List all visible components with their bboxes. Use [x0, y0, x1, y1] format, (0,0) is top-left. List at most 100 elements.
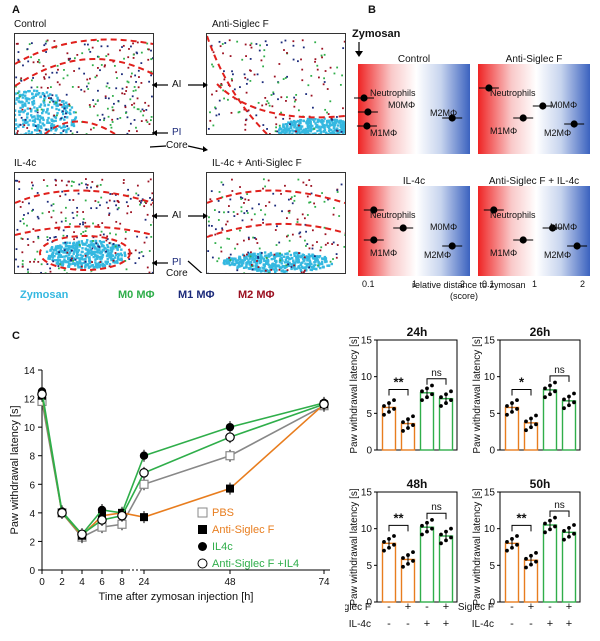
sig-label: **	[516, 510, 527, 525]
bar-dot	[439, 541, 443, 546]
bar	[561, 531, 577, 603]
ns-label: ns	[431, 368, 442, 379]
y-tick-label: 0	[366, 446, 372, 457]
bar-dot	[411, 559, 415, 563]
series-line-1	[41, 395, 325, 537]
cell-dots	[207, 39, 345, 134]
legend-label-3: Anti-Siglec F +IL4	[212, 558, 299, 570]
x-tick-label: 8	[119, 577, 125, 588]
point-m0	[549, 224, 557, 232]
zymosan-cluster	[222, 251, 334, 273]
bar-dot	[529, 553, 533, 558]
y-tick-label: 5	[366, 561, 372, 572]
bar-dot	[406, 417, 410, 422]
marker	[117, 510, 127, 521]
zymosan-cluster	[15, 89, 78, 134]
bar-dot	[392, 398, 396, 403]
bar-dot	[562, 397, 566, 402]
bar-dot	[444, 392, 448, 397]
siglec-sign: +	[566, 601, 572, 613]
label-m2: M2MΦ	[424, 250, 451, 260]
panel-c-letter: C	[12, 330, 20, 342]
point-m2	[448, 114, 456, 122]
il4-sign: +	[424, 618, 430, 630]
zymosan-arrow	[355, 42, 363, 57]
bar-dot	[382, 404, 386, 408]
ns-label: ns	[431, 502, 442, 513]
y-tick-label: 10	[361, 524, 373, 535]
zymosan-cluster	[45, 239, 127, 269]
bar-dot	[548, 518, 552, 523]
x-tick-label: 6	[99, 577, 105, 588]
micrograph-il4c-anti-siglec	[206, 172, 346, 274]
x-tick-label: 4	[79, 577, 85, 588]
label-neutrophils: Neutrophils	[370, 210, 416, 220]
marker	[97, 505, 107, 515]
bar-dot	[425, 520, 429, 525]
label-m0: M0MΦ	[430, 222, 457, 232]
bar-dot	[406, 426, 410, 430]
bar-dot	[567, 403, 571, 408]
il4-sign: -	[387, 618, 391, 630]
bar-dot	[515, 407, 519, 411]
zone-boundary	[15, 58, 153, 87]
bar-dot	[567, 534, 571, 539]
x-tick-label: 24	[138, 577, 150, 588]
bar-dot	[534, 559, 538, 564]
point-m1	[519, 236, 527, 244]
bar-title: 48h	[407, 477, 428, 491]
bar-dot	[401, 556, 405, 560]
b-title: Anti-Siglec F	[506, 54, 563, 65]
x-tick-label: 2	[59, 577, 65, 588]
bar-dot	[430, 392, 434, 397]
panel-b-letter: B	[368, 4, 376, 16]
bar-dot	[510, 545, 514, 550]
bar-dot	[510, 401, 514, 405]
row-label-il4: IL-4c	[472, 619, 494, 630]
legend-label-0: PBS	[212, 507, 234, 519]
ns-label: ns	[554, 365, 565, 376]
bar-dot	[543, 395, 547, 400]
zone-boundary	[15, 38, 153, 65]
b-axis-label-2: (score)	[450, 291, 479, 301]
series-line-3	[41, 394, 325, 536]
bar-dot	[505, 412, 509, 417]
bar-dot	[382, 548, 386, 553]
bar-dot	[382, 412, 386, 417]
siglec-sign: -	[425, 601, 429, 613]
siglec-sign: -	[387, 601, 391, 613]
x-tick-label: 74	[318, 577, 330, 588]
bar-ylabel: Paw withdrawal latency [s]	[472, 336, 483, 453]
y-tick-label: 6	[29, 480, 35, 491]
sig-label: *	[519, 374, 525, 389]
micro-title-anti-siglec: Anti-Siglec F	[212, 19, 269, 30]
zymosan-label: Zymosan	[352, 28, 401, 40]
bar-ylabel: Paw withdrawal latency [s]	[349, 488, 360, 605]
b-title: IL-4c	[403, 176, 425, 187]
sig-bracket	[511, 524, 532, 532]
bar	[419, 526, 435, 603]
bar-dot	[534, 413, 538, 418]
zone-label-ai: AI	[172, 79, 182, 90]
ns-bracket	[426, 378, 447, 385]
bar-dot	[529, 425, 533, 430]
marker	[57, 508, 67, 518]
bar-dot	[406, 561, 410, 566]
bar-dot	[505, 404, 509, 408]
legend-m2: M2 MΦ	[238, 289, 275, 301]
label-m2: M2MΦ	[544, 128, 571, 138]
marker	[319, 399, 329, 410]
bar-dot	[510, 409, 514, 414]
b-tick: 0.1	[482, 279, 495, 288]
row-label-siglec: Siglec F	[345, 602, 371, 613]
bar	[438, 535, 454, 603]
zone-boundary	[15, 225, 153, 236]
zone-boundary	[207, 189, 345, 204]
bar-dot	[515, 534, 519, 538]
micro-title-il4c: IL-4c	[14, 158, 37, 169]
y-tick-label: 5	[366, 409, 372, 420]
bar-dot	[515, 542, 519, 547]
zone-boundary	[44, 120, 116, 134]
bar-dot	[543, 530, 547, 535]
